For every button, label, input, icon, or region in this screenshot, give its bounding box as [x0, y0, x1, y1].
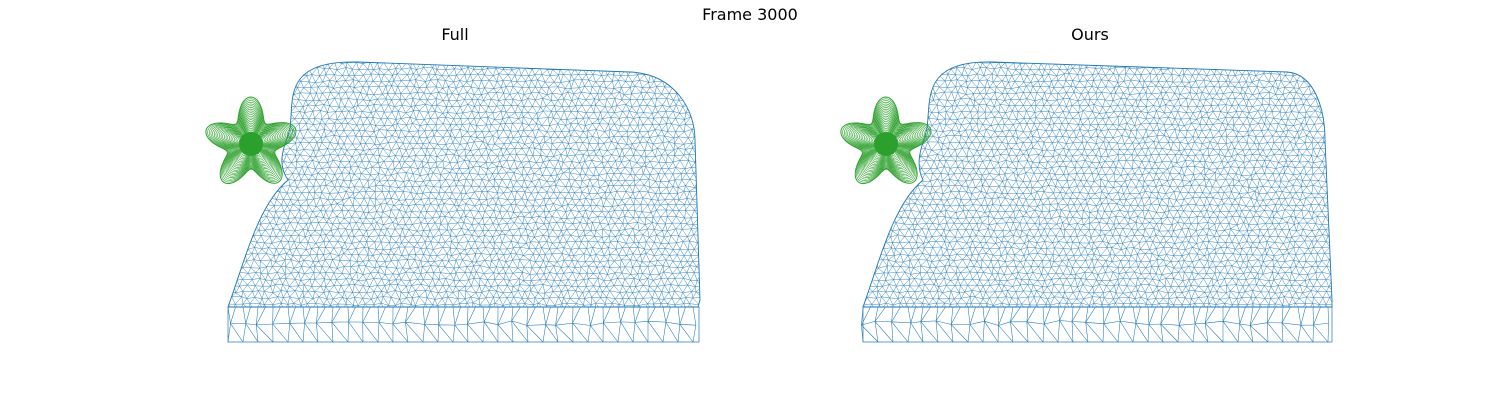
panel-ours: Ours — [825, 0, 1355, 400]
fine-mesh — [863, 61, 1332, 307]
panel-title-ours: Ours — [1071, 25, 1109, 44]
mesh-plot-full — [205, 61, 701, 343]
figure-title: Frame 3000 — [702, 5, 798, 24]
ground-mesh — [861, 306, 1333, 343]
star-icon — [840, 96, 932, 185]
blob-outline — [862, 61, 1333, 308]
panel-title-full: Full — [441, 25, 469, 44]
mesh-plot-ours — [840, 61, 1333, 343]
blob-outline — [227, 61, 701, 308]
ground-mesh — [227, 306, 700, 343]
star-icon — [205, 96, 297, 185]
panel-full: Full — [190, 0, 720, 400]
fine-mesh — [228, 61, 700, 307]
